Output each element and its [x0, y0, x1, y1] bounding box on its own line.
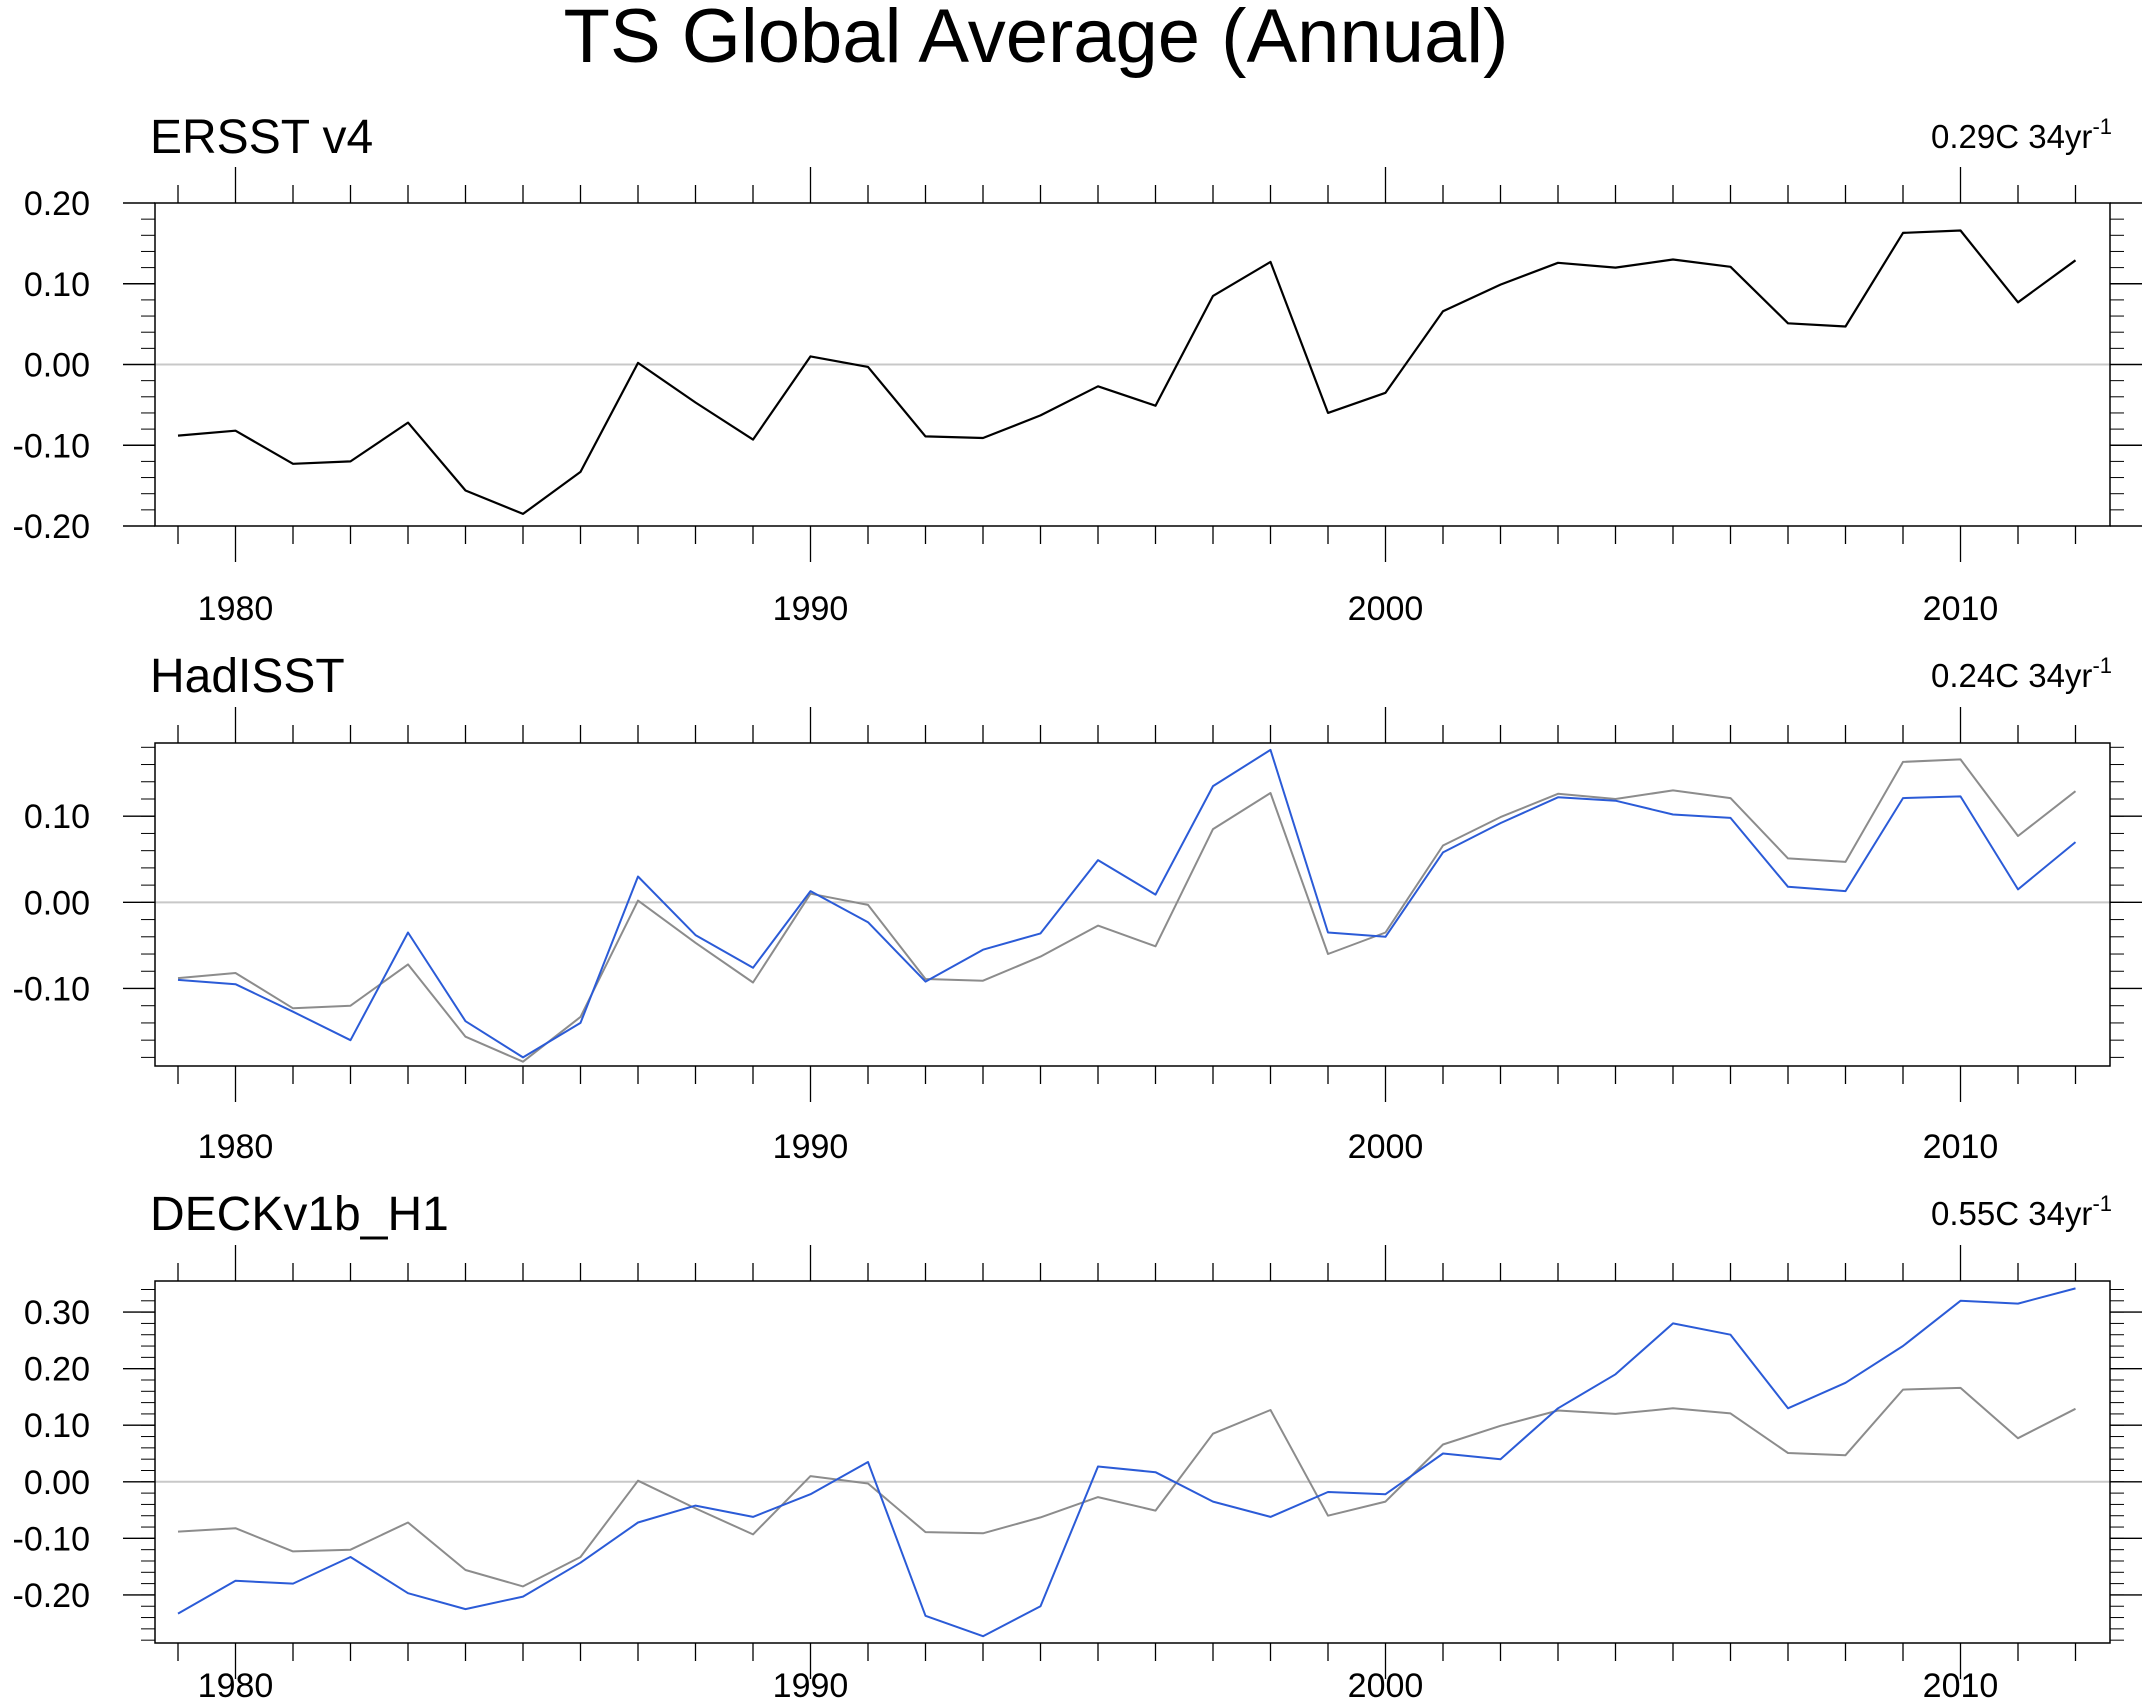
series-line-reference	[177, 229, 2077, 516]
x-tick-label: 1990	[773, 1128, 849, 1166]
y-tick-label: 0.20	[24, 185, 90, 223]
x-tick-label: 2000	[1348, 1667, 1424, 1703]
y-tick-label: 0.00	[24, 884, 90, 922]
x-tick-label: 2010	[1923, 1128, 1999, 1166]
x-tick-label: 1980	[198, 1667, 274, 1703]
page-title: TS Global Average (Annual)	[564, 0, 1509, 79]
plot-area: 1980 1990 2000 2010 -0.20 -0.10 0.00 0.10 0.20	[13, 167, 2142, 628]
trend-value: 0.55C 34yr	[1931, 1195, 2092, 1232]
y-tick-label: -0.10	[13, 1520, 91, 1558]
plot-area: 1980 1990 2000 2010 -0.20 -0.10 0.00 0.10 0.20 0.…	[13, 1245, 2142, 1703]
plot-frame	[154, 1280, 2111, 1644]
series-line-model	[177, 748, 2077, 1059]
trend-exponent: -1	[2092, 653, 2112, 678]
panel-title: ERSST v4	[150, 111, 373, 164]
panel-ersst: ERSST v4 0.29C 34yr-1 1980 1990 2000 2010 -0…	[13, 111, 2142, 628]
y-tick-label: -0.20	[13, 1577, 91, 1615]
panel-title: DECKv1b_H1	[150, 1188, 449, 1241]
series-line-reference_overlay	[177, 758, 2077, 1063]
y-tick-label: 0.20	[24, 1351, 90, 1389]
plot-area: 1980 1990 2000 2010 -0.10 0.00 0.10	[13, 707, 2142, 1166]
x-tick-label: 2010	[1923, 590, 1999, 628]
x-tick-label: 2000	[1348, 1128, 1424, 1166]
y-tick-label: 0.30	[24, 1294, 90, 1332]
x-tick-label: 1990	[773, 590, 849, 628]
y-tick-label: 0.00	[24, 347, 90, 385]
panel-hadisst: HadISST 0.24C 34yr-1 1980 1990 2000 2010 -0.…	[13, 650, 2142, 1166]
trend-label: 0.24C 34yr-1	[1931, 653, 2112, 694]
y-tick-label: 0.10	[24, 798, 90, 836]
panel-title: HadISST	[150, 650, 345, 703]
y-tick-label: -0.10	[13, 970, 91, 1008]
y-tick-label: 0.00	[24, 1464, 90, 1502]
x-tick-label: 1980	[198, 590, 274, 628]
series-line-reference_overlay	[177, 1386, 2076, 1588]
series-line-model	[177, 1287, 2076, 1638]
trend-label: 0.55C 34yr-1	[1931, 1191, 2112, 1232]
x-tick-label: 1990	[773, 1667, 849, 1703]
trend-value: 0.24C 34yr	[1931, 657, 2092, 694]
x-tick-label: 2000	[1348, 590, 1424, 628]
plot-frame	[154, 742, 2111, 1067]
y-tick-label: 0.10	[24, 266, 90, 304]
trend-exponent: -1	[2092, 114, 2112, 139]
y-tick-label: -0.10	[13, 427, 91, 465]
y-tick-label: 0.10	[24, 1407, 90, 1445]
x-tick-label: 2010	[1923, 1667, 1999, 1703]
panel-deck: DECKv1b_H1 0.55C 34yr-1 1980 1990 2000 2010…	[13, 1188, 2142, 1703]
trend-value: 0.29C 34yr	[1931, 118, 2092, 155]
trend-exponent: -1	[2092, 1191, 2112, 1216]
x-tick-label: 1980	[198, 1128, 274, 1166]
trend-label: 0.29C 34yr-1	[1931, 114, 2112, 155]
y-tick-label: -0.20	[13, 508, 91, 546]
